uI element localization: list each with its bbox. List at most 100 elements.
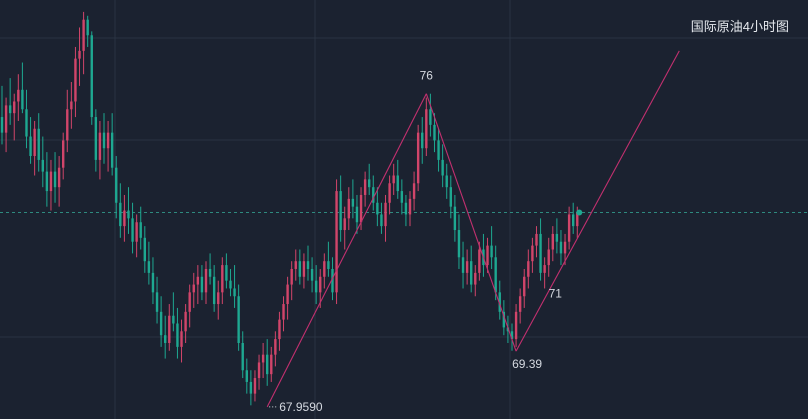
annotation-label: 71 bbox=[549, 286, 563, 300]
candle-body bbox=[225, 265, 228, 281]
candle-body bbox=[543, 265, 546, 273]
candle-body bbox=[421, 132, 424, 149]
candle-body bbox=[131, 218, 134, 242]
candle-body bbox=[563, 241, 567, 254]
candle-body bbox=[429, 109, 432, 125]
candle-body bbox=[135, 222, 138, 242]
trendline bbox=[266, 93, 427, 408]
candle-body bbox=[319, 276, 322, 293]
candle-body bbox=[8, 105, 12, 114]
candle-body bbox=[343, 218, 346, 231]
candle-body bbox=[531, 245, 534, 262]
candle-body bbox=[62, 140, 65, 168]
candle-body bbox=[204, 268, 208, 293]
candle-body bbox=[143, 237, 146, 262]
candle-body bbox=[0, 117, 4, 133]
candle-body bbox=[514, 311, 518, 340]
candle-body bbox=[470, 261, 473, 285]
candle-body bbox=[74, 58, 77, 102]
candle-body bbox=[547, 249, 550, 266]
chart-title: 国际原油4小时图 bbox=[691, 19, 789, 34]
trendline bbox=[425, 93, 517, 352]
candle-body bbox=[208, 268, 212, 277]
candle-body bbox=[4, 105, 8, 133]
candle-body bbox=[310, 268, 314, 281]
candle-body bbox=[33, 128, 36, 157]
candle-body bbox=[294, 261, 297, 269]
candle-body bbox=[168, 315, 171, 343]
candle-body bbox=[270, 354, 273, 375]
candle-body bbox=[478, 249, 481, 273]
candle-body bbox=[539, 233, 542, 273]
annotation-label: 67.9590 bbox=[279, 400, 323, 414]
candle-body bbox=[331, 268, 334, 293]
candle-body bbox=[351, 198, 355, 207]
candle-body bbox=[404, 202, 408, 215]
candle-body bbox=[233, 288, 236, 297]
candle-body bbox=[241, 342, 244, 371]
candle-body bbox=[555, 233, 559, 242]
annotation-label: 76 bbox=[420, 69, 434, 83]
candle-body bbox=[151, 272, 155, 293]
candle-body bbox=[245, 370, 248, 382]
candle-body bbox=[494, 257, 497, 293]
candle-body bbox=[498, 292, 501, 312]
candle-body bbox=[78, 50, 81, 59]
candle-body bbox=[518, 296, 522, 312]
candle-body bbox=[221, 265, 224, 293]
candle-body bbox=[196, 276, 200, 285]
candle-body bbox=[119, 202, 122, 227]
candle-body bbox=[314, 280, 318, 293]
candle-body bbox=[327, 261, 330, 269]
candle-body bbox=[286, 284, 289, 305]
candle-body bbox=[110, 132, 114, 168]
candle-body bbox=[127, 210, 130, 219]
candle-body bbox=[474, 272, 477, 285]
candle-body bbox=[106, 132, 110, 149]
candle-body bbox=[253, 378, 257, 394]
candle-body bbox=[139, 222, 142, 238]
candle-body bbox=[400, 191, 404, 203]
candle-body bbox=[465, 261, 469, 273]
candle-body bbox=[523, 276, 526, 297]
candle-body bbox=[274, 339, 277, 355]
candle-body bbox=[453, 206, 457, 231]
candle-body bbox=[486, 245, 489, 266]
candle-body bbox=[249, 381, 253, 394]
candle-body bbox=[37, 128, 40, 160]
candle-body bbox=[510, 331, 514, 340]
candle-body bbox=[66, 109, 69, 141]
candle-body bbox=[416, 132, 420, 184]
candle-body bbox=[359, 194, 363, 223]
candle-body bbox=[412, 183, 416, 199]
candle-body bbox=[490, 245, 493, 258]
candle-body bbox=[527, 261, 530, 277]
candle-body bbox=[302, 261, 306, 277]
candle-body bbox=[384, 202, 387, 227]
candle-body bbox=[392, 175, 395, 184]
candle-body bbox=[41, 159, 44, 172]
candle-body bbox=[257, 362, 261, 379]
candle-body bbox=[53, 171, 57, 188]
candle-body bbox=[86, 19, 89, 36]
candle-body bbox=[25, 109, 28, 137]
candle-body bbox=[155, 292, 159, 312]
candle-body bbox=[217, 292, 220, 305]
candle-body bbox=[368, 179, 371, 188]
candle-body bbox=[396, 175, 399, 192]
candle-body bbox=[445, 175, 448, 188]
candle-body bbox=[425, 109, 428, 149]
candle-body bbox=[449, 187, 452, 207]
candle-body bbox=[572, 214, 575, 227]
candle-body bbox=[21, 89, 24, 110]
candle-body bbox=[164, 335, 167, 343]
candle-body bbox=[188, 292, 191, 312]
candle-body bbox=[559, 241, 563, 254]
candle-body bbox=[323, 261, 326, 277]
candle-body bbox=[172, 315, 175, 324]
candle-body bbox=[29, 136, 32, 157]
candle-body bbox=[212, 276, 216, 305]
